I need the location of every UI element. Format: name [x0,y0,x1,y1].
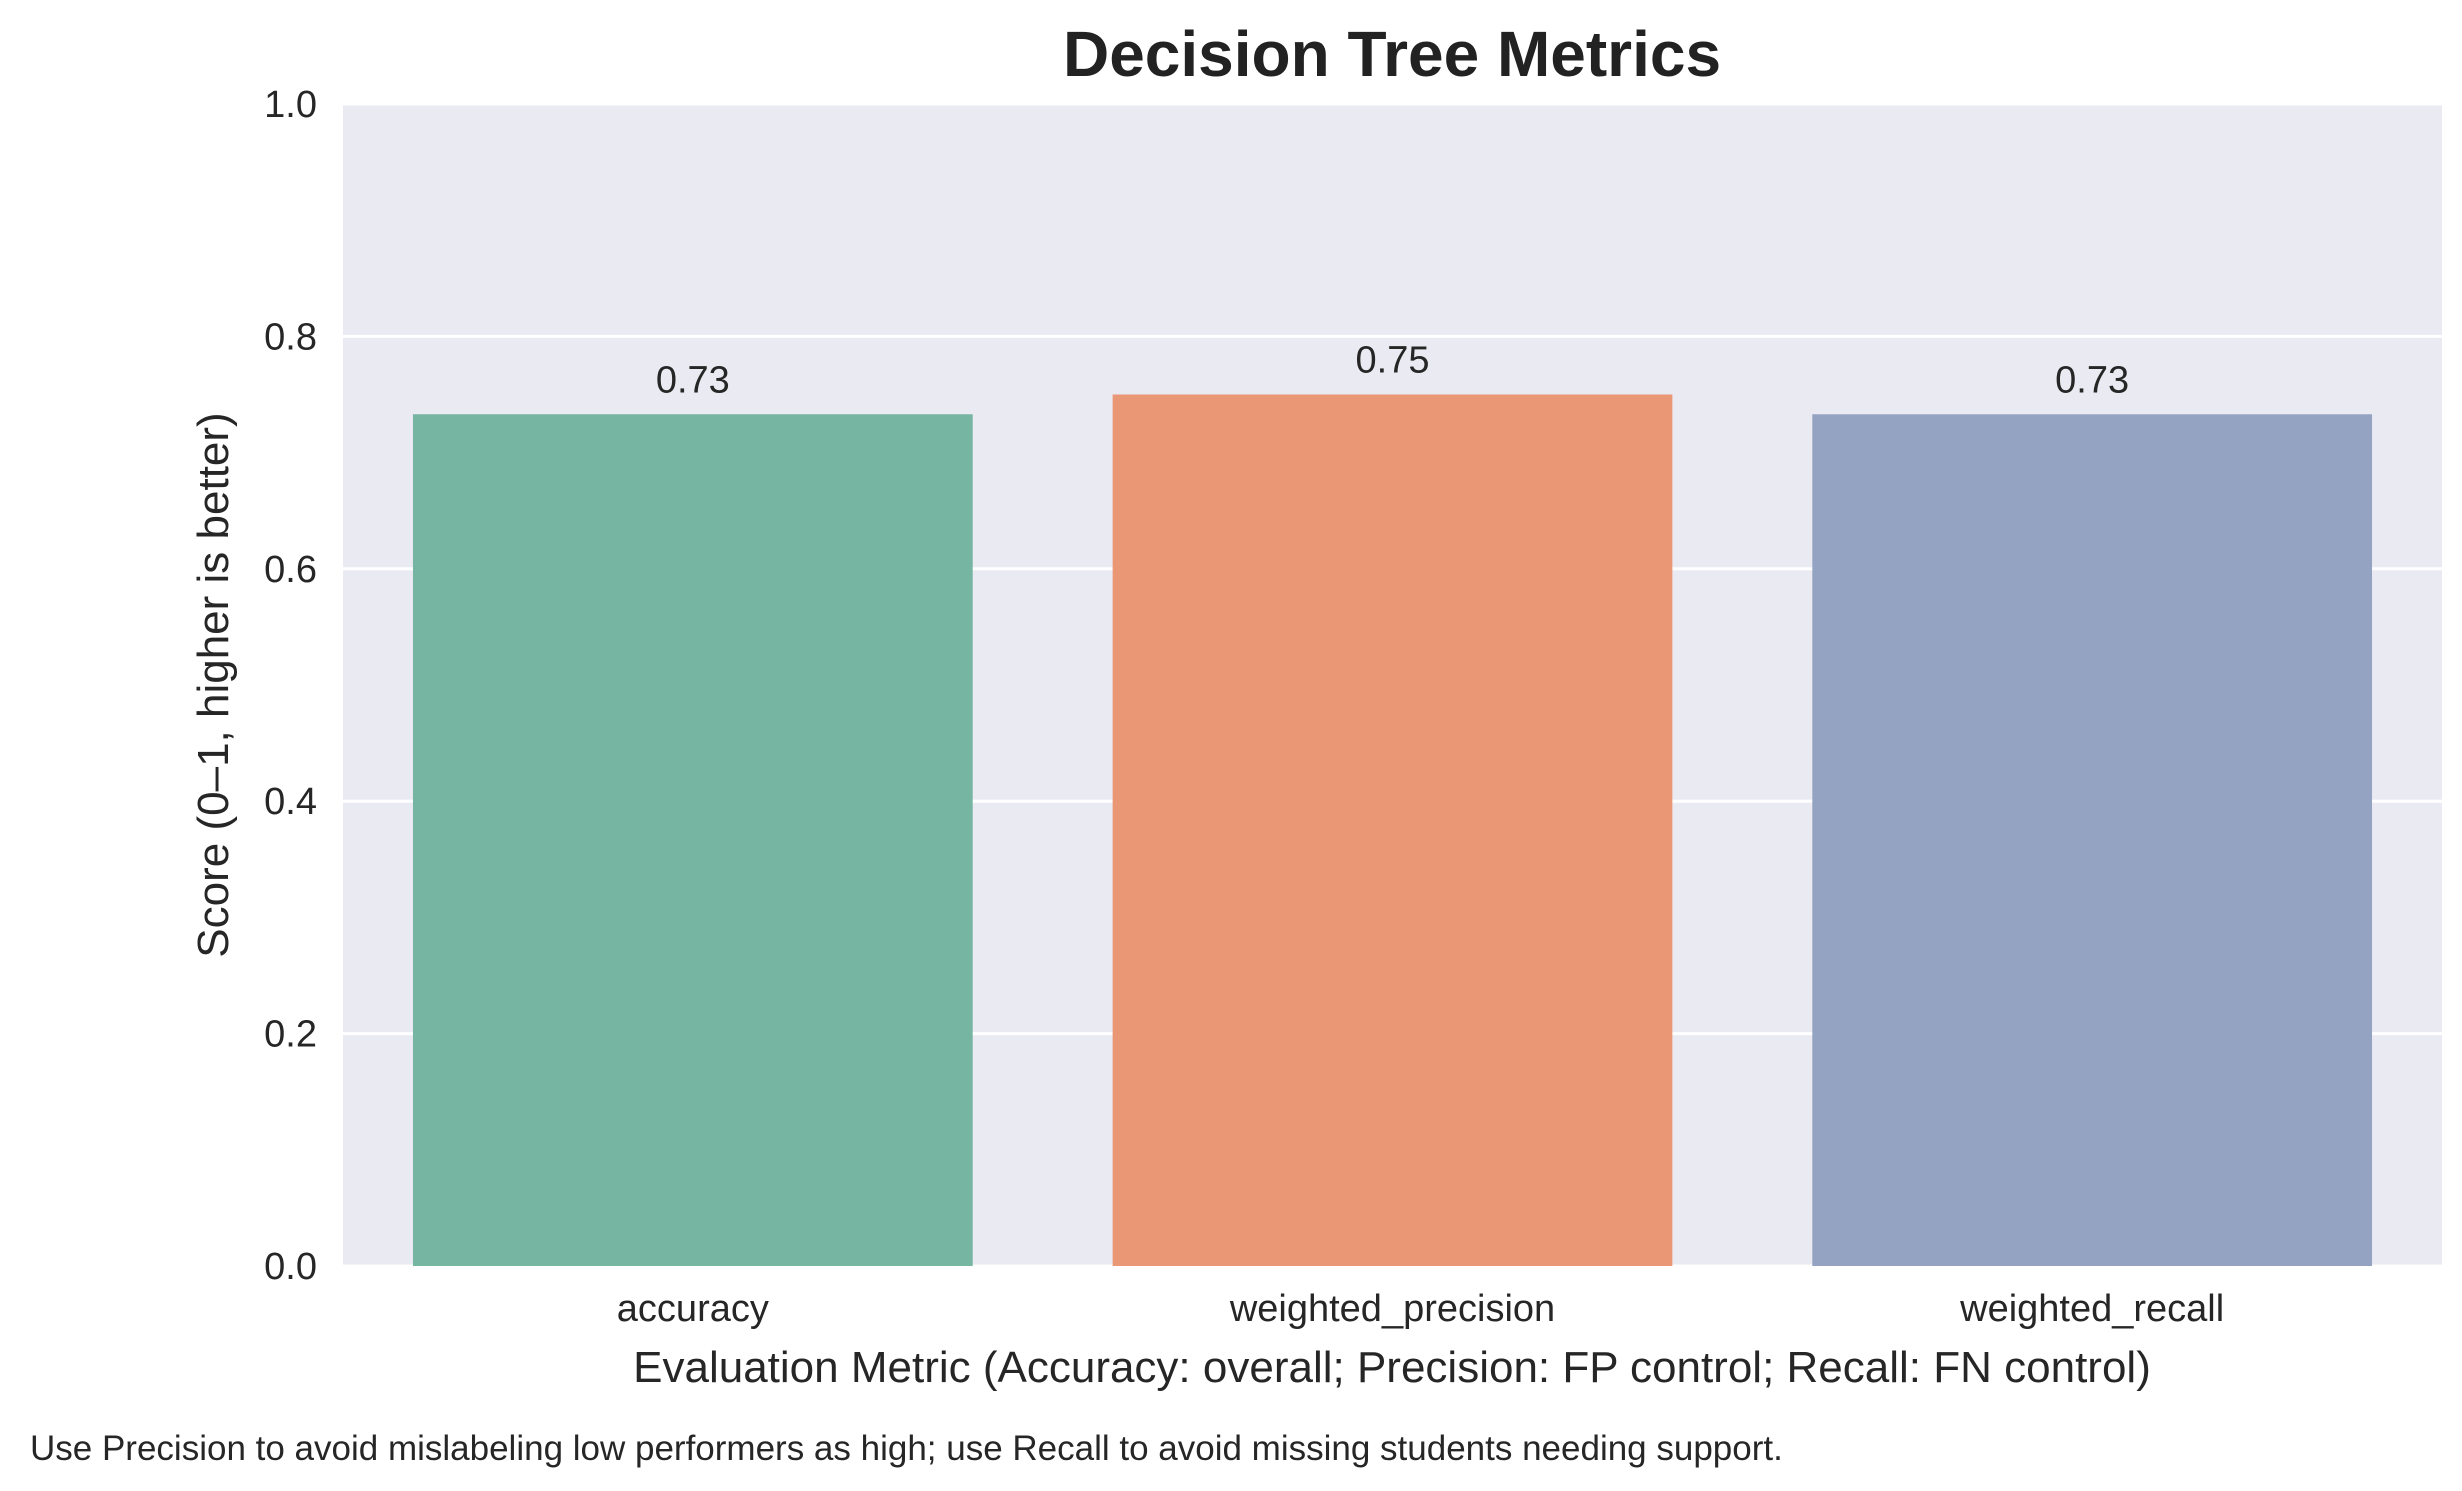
data-labels: 0.73 0.75 0.73 [656,340,2129,402]
bar-weighted-precision [1112,394,1673,1266]
bar-accuracy [412,414,973,1266]
bars [412,394,2373,1266]
y-tick-label: 1.0 [264,84,317,126]
data-label: 0.75 [1356,340,1430,382]
chart-title: Decision Tree Metrics [1063,18,1721,90]
y-axis-label: Score (0–1, higher is better) [189,412,238,957]
bar-weighted-recall [1812,414,2373,1266]
x-axis-ticks: accuracy weighted_precision weighted_recal… [617,1288,2224,1330]
x-tick-label: accuracy [617,1288,769,1330]
x-axis-label: Evaluation Metric (Accuracy: overall; Pr… [633,1343,2151,1392]
x-tick-label: weighted_recall [1959,1288,2224,1330]
y-tick-label: 0.8 [264,316,317,358]
y-tick-label: 0.4 [264,781,317,823]
y-tick-label: 0.2 [264,1014,317,1056]
data-label: 0.73 [2055,359,2129,401]
footnote: Use Precision to avoid mislabeling low p… [30,1429,1783,1468]
x-tick-label: weighted_precision [1229,1288,1555,1330]
y-axis-ticks: 0.0 0.2 0.4 0.6 0.8 1.0 [264,84,317,1288]
data-label: 0.73 [656,359,730,401]
y-tick-label: 0.0 [264,1246,317,1288]
y-tick-label: 0.6 [264,549,317,591]
